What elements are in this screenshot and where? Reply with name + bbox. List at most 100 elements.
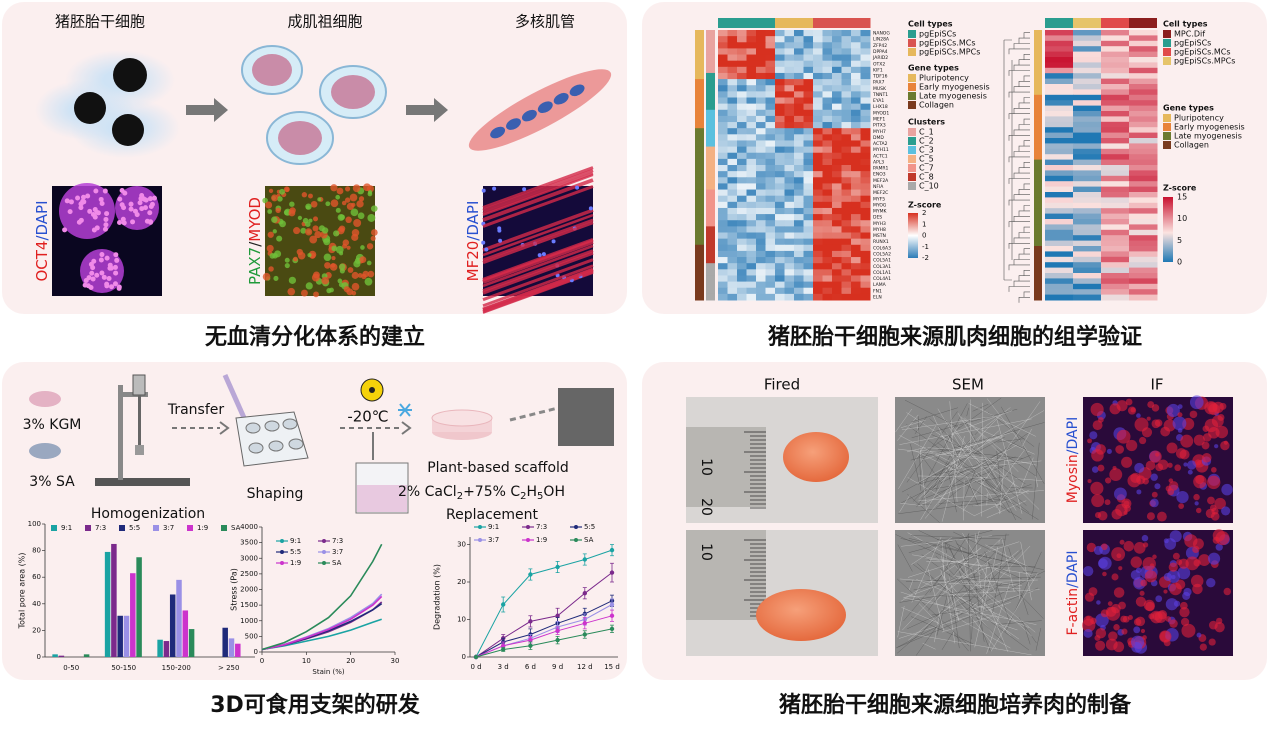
sem-texture [913, 575, 981, 591]
sem-texture [897, 570, 1045, 648]
sem-texture [914, 450, 1013, 500]
row-annotation [695, 66, 704, 74]
heatmap-cell [737, 30, 747, 37]
heatmap-cell [860, 66, 871, 74]
heatmap-cell [1129, 132, 1158, 139]
sem-texture [992, 533, 1007, 614]
sem-texture [907, 493, 940, 523]
heatmap-cell [784, 30, 795, 37]
heatmap-cell [822, 257, 833, 264]
fiber [482, 173, 594, 217]
gene-label: MEF2C [873, 190, 888, 196]
heatmap-cell [737, 158, 747, 166]
heatmap-cell [756, 201, 766, 209]
cell [311, 273, 320, 282]
point [609, 547, 615, 553]
heatmap-cell [775, 134, 785, 141]
heatmap-cell [784, 201, 795, 209]
if-texture [1177, 566, 1191, 580]
heatmap-cell [851, 214, 861, 221]
heatmap-cell [718, 257, 728, 264]
legend-swatch [908, 146, 916, 154]
heatmap-cell [718, 134, 728, 141]
cell [342, 239, 350, 246]
row-annotation [1034, 111, 1042, 117]
heatmap-cell [727, 257, 738, 264]
if-texture [1211, 507, 1219, 515]
heatmap-cell [1129, 46, 1158, 53]
nucleus [116, 285, 122, 291]
bar [163, 641, 170, 657]
heatmap-cell [860, 293, 871, 301]
cell [272, 229, 277, 234]
cell [343, 286, 351, 293]
heatmap-cell [813, 269, 823, 276]
heatmap-cell [756, 171, 766, 178]
heatmap-cell [1045, 181, 1074, 188]
bar [188, 629, 195, 657]
heatmap-cell [746, 189, 757, 197]
nucleus [112, 281, 118, 287]
dendrogram [1008, 70, 1030, 76]
legend-label: SA [584, 536, 594, 544]
gene-label: DMD [873, 135, 884, 141]
heatmap-cell [794, 269, 804, 276]
row-cluster [706, 189, 715, 197]
heatmap-cell [832, 250, 842, 258]
heatmap-cell [1129, 127, 1158, 134]
heatmap-cell [1073, 100, 1102, 107]
heatmap-cell [1129, 138, 1158, 144]
heatmap-cell [727, 195, 738, 203]
heatmap-cell [1045, 46, 1074, 53]
heatmap-cell [737, 220, 747, 227]
if-texture [1086, 616, 1091, 621]
if-texture [1134, 462, 1145, 473]
heatmap-cell [1045, 35, 1074, 42]
point [609, 602, 615, 607]
legend-label: pgEpiSCs.MCs [1174, 48, 1231, 57]
column-annotation [737, 18, 747, 28]
gene-label: MYH7 [873, 129, 886, 135]
dendrogram [1018, 124, 1030, 130]
point [582, 632, 587, 637]
heatmap-cell [822, 293, 833, 301]
heatmap-cell [727, 128, 738, 135]
heatmap-cell [1101, 116, 1130, 123]
heatmap-cell [851, 42, 861, 49]
if-texture [1166, 442, 1178, 454]
heatmap-cell [841, 48, 852, 56]
heatmap-cell [1045, 116, 1074, 123]
heatmap-cell [1129, 67, 1158, 74]
row-cluster [706, 146, 715, 154]
heatmap-cell [822, 42, 833, 49]
heatmap-cell [765, 177, 776, 184]
if-texture [1165, 485, 1172, 492]
heatmap-cell [860, 128, 871, 135]
ruler-label: 10 [698, 543, 714, 561]
gene-label: EYA1 [873, 98, 884, 104]
heatmap-cell [1101, 229, 1130, 236]
heatmap-cell [1129, 186, 1158, 193]
heatmap-cell [756, 30, 766, 37]
heatmap-cell [1073, 240, 1102, 247]
nucleus [103, 222, 109, 228]
heatmap-cell [784, 152, 795, 160]
heatmap-cell [1129, 246, 1158, 252]
bar [157, 639, 163, 657]
heatmap-cell [718, 189, 728, 197]
nucleus [148, 219, 154, 225]
heatmap-cell [1045, 57, 1074, 63]
gene-label: ACTC1 [873, 153, 888, 159]
cell [341, 200, 347, 206]
heatmap-cell [851, 91, 861, 98]
heatmap-cell [1129, 294, 1158, 301]
heatmap-cell [756, 36, 766, 43]
point [528, 637, 533, 643]
y-tick-label: 100 [28, 520, 41, 528]
heatmap-cell [803, 177, 814, 184]
heatmap-cell [794, 195, 804, 203]
sem-texture [929, 418, 1027, 506]
sem-texture [933, 432, 1029, 499]
cell [357, 273, 363, 278]
cell [293, 256, 298, 262]
